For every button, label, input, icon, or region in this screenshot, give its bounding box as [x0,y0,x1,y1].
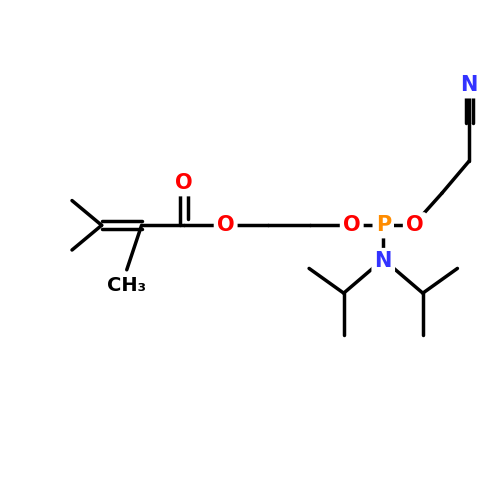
Text: CH₃: CH₃ [108,276,146,294]
Text: O: O [406,216,423,236]
Text: N: N [374,251,392,271]
Text: O: O [343,216,360,236]
Text: P: P [376,216,391,236]
Text: N: N [460,76,478,96]
Text: O: O [217,216,234,236]
Text: O: O [175,174,192,193]
